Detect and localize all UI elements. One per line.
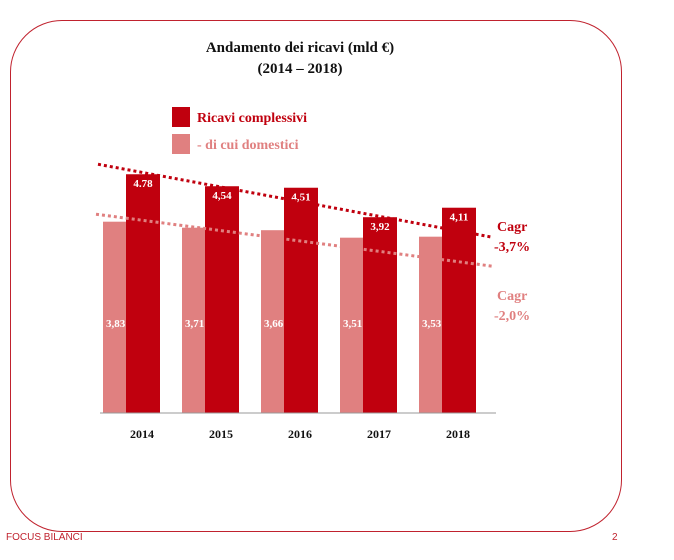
cagr-value-1: -3,7% [494, 240, 530, 255]
data-label-domestic-2014: 3,83 [106, 318, 126, 330]
bar-total-2016 [284, 187, 318, 413]
bar-total-2018 [442, 207, 476, 413]
bar-total-2017 [363, 217, 397, 413]
chart-title-line2: (2014 – 2018) [257, 61, 343, 77]
x-tick-2016: 2016 [288, 427, 312, 441]
chart-title: Andamento dei ricavi (mld €) (2014 – 201… [150, 38, 450, 80]
trendline-1 [97, 162, 493, 239]
data-label-domestic-2017: 3,51 [343, 318, 362, 330]
x-tick-2015: 2015 [209, 427, 233, 441]
data-label-total-2016: 4,51 [291, 192, 310, 204]
data-label-total-2014: 4.78 [133, 178, 153, 190]
cagr-label-1: Cagr [497, 220, 527, 235]
legend-label-1: Ricavi complessivi [197, 111, 307, 126]
data-label-domestic-2015: 3,71 [185, 318, 204, 330]
footer-label: FOCUS BILANCI [6, 532, 83, 543]
data-label-total-2015: 4,54 [212, 190, 232, 202]
bar-total-2015 [205, 186, 239, 413]
data-label-domestic-2016: 3,66 [264, 318, 284, 330]
x-tick-2014: 2014 [130, 427, 154, 441]
slide-frame [10, 20, 622, 532]
bar-total-2014 [126, 174, 160, 413]
legend-swatch-1 [172, 107, 190, 127]
x-tick-2017: 2017 [367, 427, 391, 441]
data-label-total-2017: 3,92 [370, 221, 390, 233]
cagr-label-2: Cagr [497, 289, 527, 304]
data-label-total-2018: 4,11 [450, 212, 469, 224]
page-number: 2 [612, 532, 618, 543]
cagr-value-2: -2,0% [494, 309, 530, 324]
legend-label-2: - di cui domestici [197, 138, 299, 153]
x-tick-2018: 2018 [446, 427, 470, 441]
chart-title-line1: Andamento dei ricavi (mld €) [205, 40, 395, 56]
legend-swatch-2 [172, 134, 190, 154]
trendline-2 [95, 212, 493, 268]
data-label-domestic-2018: 3,53 [422, 318, 442, 330]
